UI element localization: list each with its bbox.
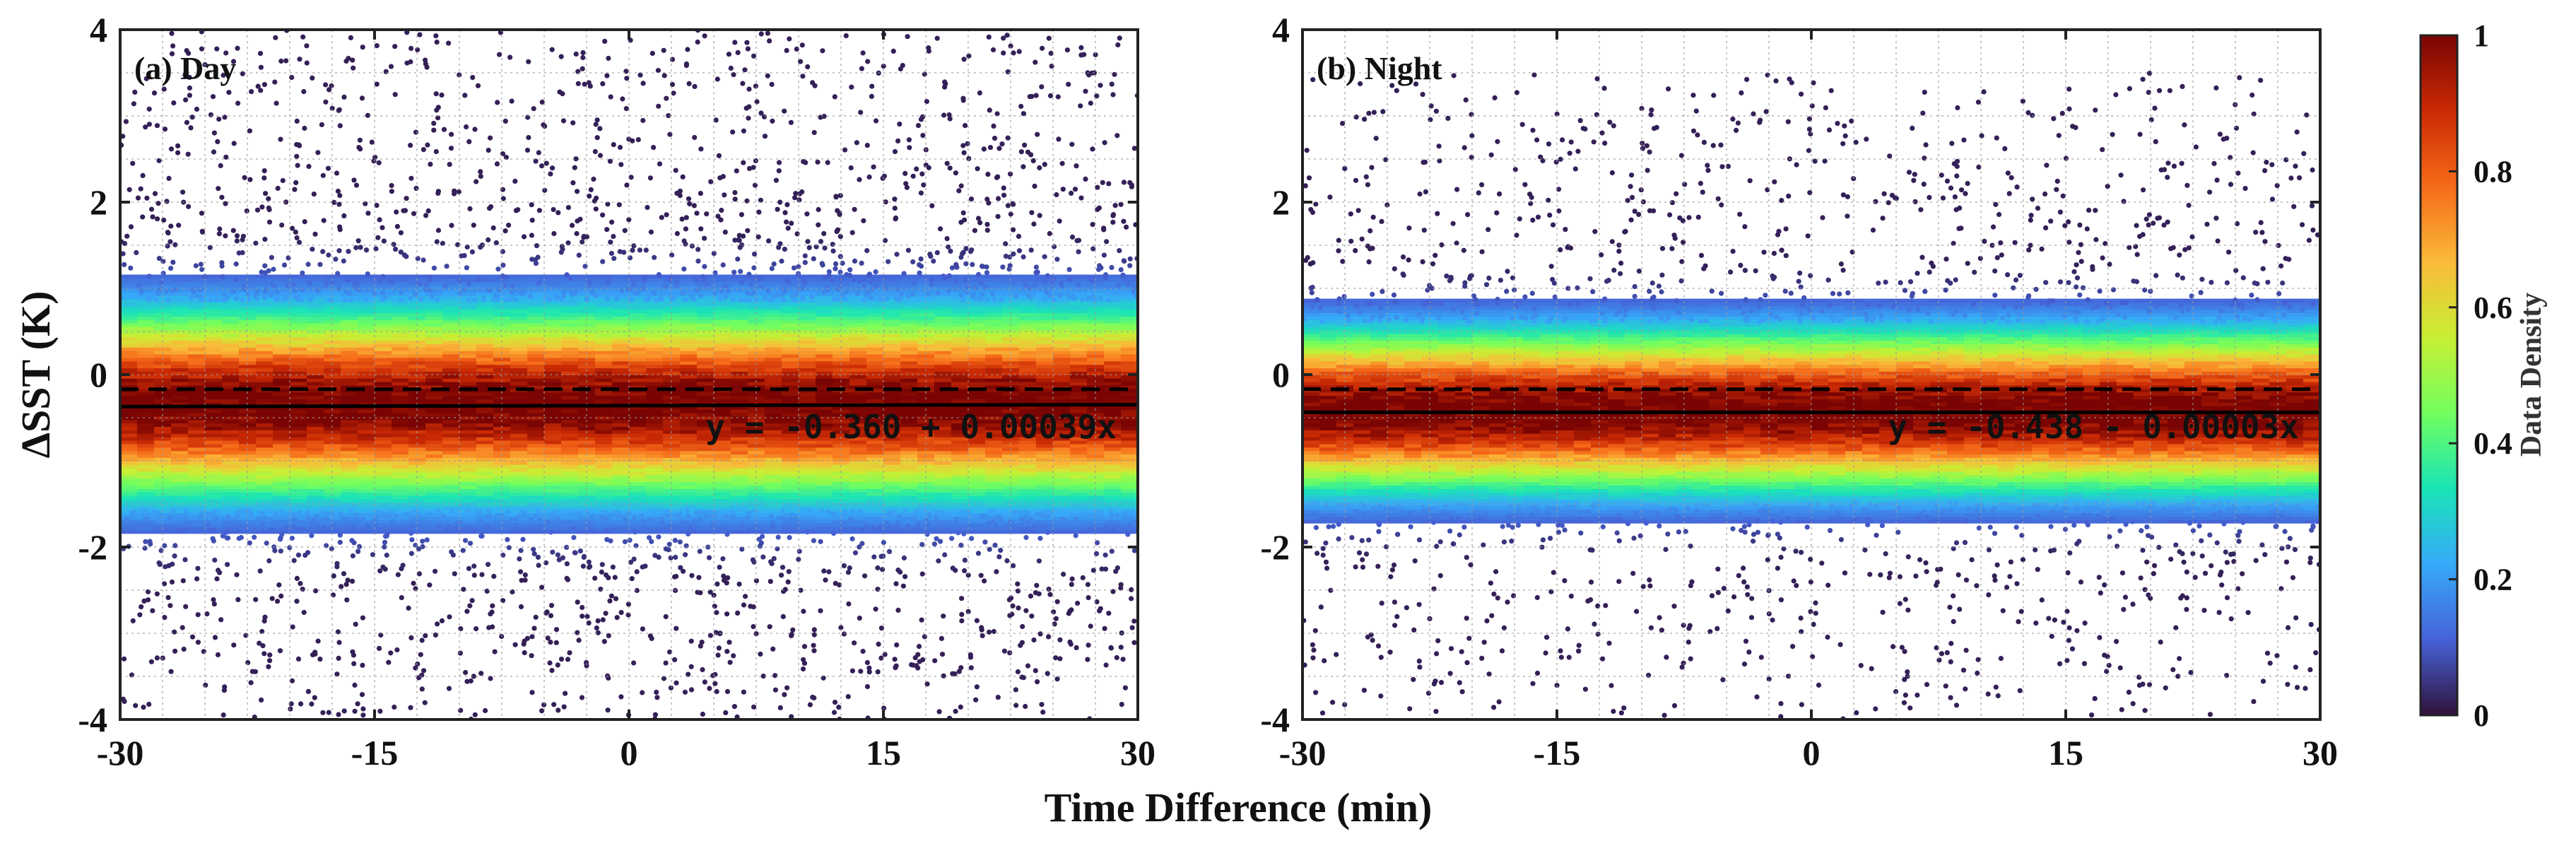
colorbar-gradient [2419,34,2459,717]
colorbar: 0 0.2 0.4 0.6 0.8 1 Data Density [2419,18,2548,733]
colorbar-tick-label: 0.2 [2474,563,2512,597]
colorbar-tick-label: 1 [2474,18,2489,53]
panel-day-density [120,30,1138,719]
panel-day-fit-line [120,402,1138,409]
colorbar-tick-label: 0 [2474,698,2489,733]
panel-day-label: (a) Day [134,50,236,86]
panel-night-y-tick-label: 0 [1272,355,1290,394]
panel-night-fit-equation: y = -0.438 - 0.00003x [1888,408,2299,446]
y-axis-title: ΔSST (K) [13,291,59,459]
panel-night-y-tick-label: 4 [1272,10,1290,49]
panel-night-x-tick-label: -30 [1279,733,1327,772]
panel-night-y-tick-label: -2 [1260,527,1290,567]
panel-night-x-tick-label: -15 [1534,733,1581,772]
panel-day-x-tick-label: 30 [1120,733,1155,772]
colorbar-tick-label: 0.4 [2474,426,2512,461]
colorbar-tick-label: 0.8 [2474,154,2512,189]
panel-night-x-tick-label: 0 [1803,733,1821,772]
panel-day-x-tick-label: -15 [351,733,399,772]
panel-day: -30 -15 0 15 30 -4 -2 0 2 4 (a) Day y = -0.360 + … [13,10,1155,772]
panel-day-y-tick-label: -4 [78,700,107,739]
colorbar-title: Data Density [2515,293,2548,457]
panel-night-density [1302,30,2320,719]
panel-night-y-tick-label: -4 [1260,700,1290,739]
x-axis-title: Time Difference (min) [1045,785,1433,830]
panel-day-fit-equation: y = -0.360 + 0.00039x [705,408,1117,446]
panel-day-x-tick-label: 15 [866,733,901,772]
colorbar-tick-label: 0.6 [2474,290,2512,325]
panel-day-x-tick-label: 0 [621,733,638,772]
panel-day-y-tick-label: -2 [78,527,107,567]
panel-night-y-tick-label: 2 [1272,182,1290,222]
panel-night-label: (b) Night [1317,50,1442,86]
panel-night: -30 -15 0 15 30 -4 -2 0 2 4 (b) Night y = -0.438 … [1260,10,2338,772]
panel-day-x-tick-label: -30 [97,733,144,772]
panel-night-x-tick-label: 30 [2302,733,2338,772]
panel-day-y-tick-label: 0 [90,355,107,394]
panel-night-x-tick-label: 15 [2048,733,2083,772]
panel-day-y-tick-label: 2 [90,182,107,222]
panel-day-y-tick-label: 4 [90,10,107,49]
